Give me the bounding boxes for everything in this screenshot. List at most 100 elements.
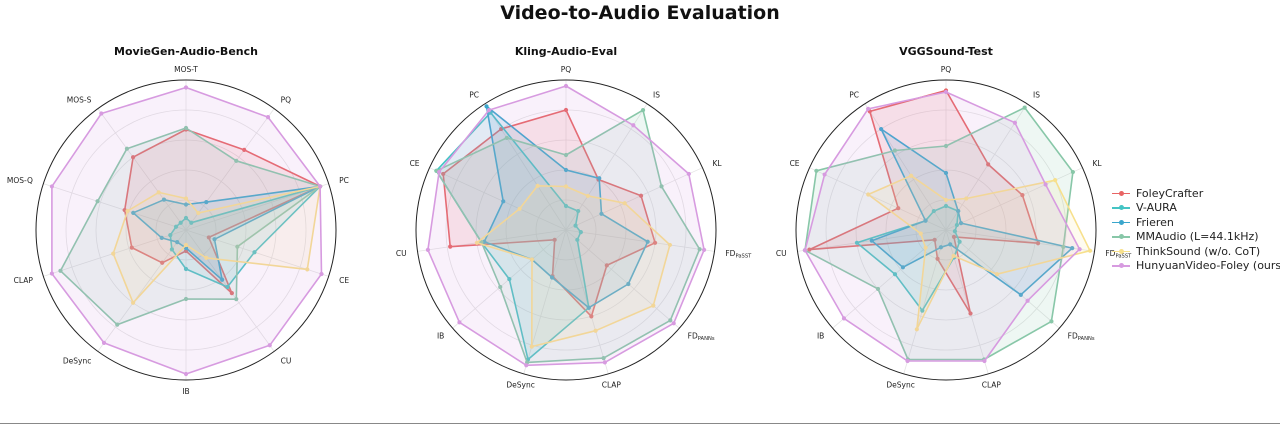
data-point — [943, 143, 949, 149]
spoke — [864, 103, 947, 231]
data-point — [549, 275, 555, 280]
data-point — [651, 303, 656, 308]
data-point — [668, 318, 673, 323]
series-area — [476, 185, 671, 348]
data-point — [130, 155, 136, 160]
series-area — [870, 128, 1073, 296]
radar-chart-moviegen-audio-bench: PQ PC CE CU IB DeSync CLAP MOS-Q MOS-S MOS-T Movie… — [7, 45, 350, 396]
outer-circle — [415, 79, 717, 381]
legend-swatch — [1112, 217, 1130, 227]
series-hunyuanvideo-foley-ours — [425, 83, 707, 368]
axis-label-pq: PQ — [941, 65, 952, 74]
data-point — [1018, 292, 1023, 297]
data-point — [175, 240, 180, 245]
axis-label-ib: IB — [437, 331, 444, 340]
legend-item-v-aura: V-AURA — [1112, 201, 1280, 216]
data-point — [701, 247, 707, 252]
data-point — [948, 242, 953, 247]
data-point — [173, 224, 179, 229]
axis-label-kl: KL — [712, 159, 722, 168]
data-point — [923, 245, 928, 250]
data-point — [563, 167, 569, 173]
data-point — [597, 176, 602, 181]
data-point — [267, 343, 272, 348]
axis-label-kl: KL — [1092, 159, 1102, 168]
spoke — [565, 167, 703, 231]
data-point — [957, 239, 962, 244]
data-point — [671, 321, 676, 326]
data-point — [841, 316, 847, 321]
data-point — [563, 107, 569, 113]
series-frieren — [869, 126, 1075, 297]
data-point — [425, 247, 431, 252]
axis-label-pq: PQ — [281, 96, 292, 105]
data-point — [968, 311, 973, 316]
data-point — [95, 199, 100, 204]
radar-chart-vggsound-test: IS KL FDPaSST FDPANNs CLAP DeSync IB CU CE PC PQ VG… — [776, 45, 1132, 389]
legend-swatch — [1112, 232, 1130, 242]
data-point — [563, 152, 569, 158]
data-point — [892, 148, 898, 153]
series-area — [804, 91, 1081, 362]
data-point — [535, 183, 540, 188]
series-area — [427, 85, 705, 367]
data-point — [578, 230, 583, 235]
data-point — [951, 253, 956, 259]
data-point — [552, 237, 557, 242]
data-point — [1035, 241, 1041, 246]
data-point — [183, 202, 189, 207]
data-point — [183, 85, 189, 90]
series-area — [804, 106, 1074, 361]
data-point — [954, 222, 960, 228]
data-point — [935, 256, 940, 261]
data-point — [563, 203, 569, 209]
series-mmaudio-l-44-1khz — [58, 125, 323, 327]
data-point — [952, 229, 958, 234]
axis-label-desync: DeSync — [886, 380, 914, 389]
data-point — [943, 203, 949, 209]
data-point — [943, 170, 949, 176]
spoke — [945, 103, 1028, 231]
legend: FoleyCrafter V-AURA Frieren MMAudio (L=44.1… — [1112, 186, 1280, 273]
data-point — [1022, 105, 1027, 110]
data-point — [49, 184, 55, 189]
axis-label-clap: CLAP — [14, 276, 34, 285]
data-point — [234, 297, 239, 302]
data-point — [529, 257, 535, 262]
data-point — [982, 358, 987, 364]
data-point — [229, 291, 234, 296]
data-point — [156, 190, 161, 195]
series-area — [51, 86, 323, 375]
data-point — [593, 328, 598, 333]
legend-label: HunyuanVideo-Foley (ours) — [1136, 259, 1280, 273]
data-point — [1025, 298, 1030, 303]
axis-label-cu: CU — [396, 249, 407, 258]
data-point — [807, 247, 812, 252]
data-point — [640, 108, 646, 113]
data-point — [204, 255, 209, 261]
data-point — [178, 220, 183, 225]
chart-title: VGGSound-Test — [899, 45, 993, 58]
legend-item-foleycrafter: FoleyCrafter — [1112, 186, 1280, 201]
data-point — [994, 272, 1000, 277]
axis-label-fd-passt: FDPaSST — [725, 249, 752, 260]
legend-item-frieren: Frieren — [1112, 215, 1280, 230]
data-point — [589, 314, 594, 319]
data-point — [622, 201, 627, 206]
data-point — [638, 193, 644, 198]
data-point — [183, 196, 189, 201]
outer-circle — [35, 79, 337, 381]
data-point — [938, 245, 944, 250]
data-point — [189, 220, 194, 225]
data-point — [1087, 248, 1093, 253]
data-point — [441, 171, 446, 177]
axis-label-ce: CE — [410, 159, 420, 168]
axis-label-pc: PC — [339, 176, 349, 185]
axis-label-fd-panns: FDPANNs — [688, 331, 715, 342]
data-point — [206, 235, 211, 240]
data-point — [575, 237, 580, 242]
data-point — [958, 221, 964, 226]
spoke — [484, 103, 567, 231]
data-point — [234, 158, 239, 163]
